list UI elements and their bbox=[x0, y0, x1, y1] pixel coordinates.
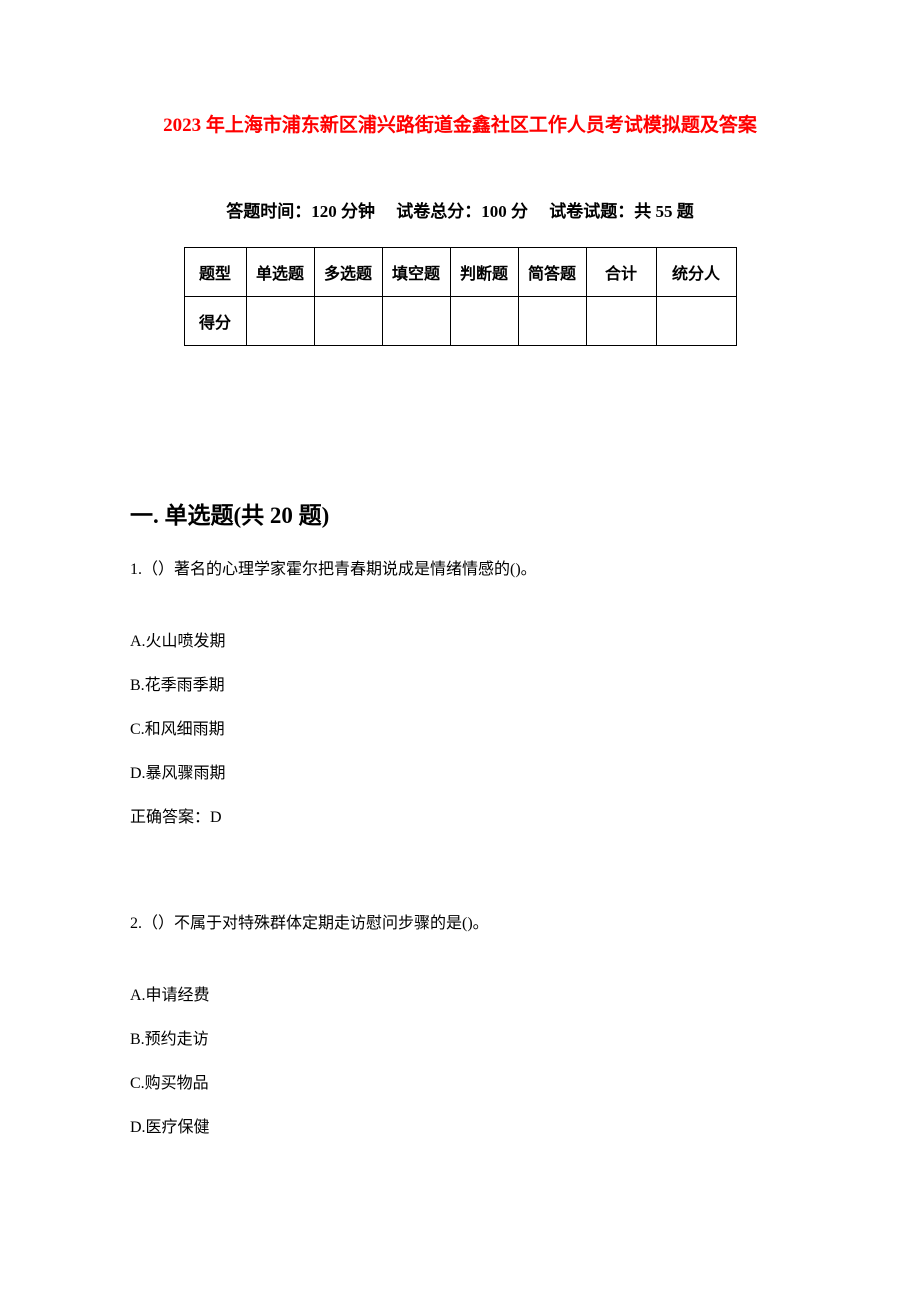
score-total-cell bbox=[586, 297, 656, 346]
document-title: 2023 年上海市浦东新区浦兴路街道金鑫社区工作人员考试模拟题及答案 bbox=[130, 110, 790, 137]
table-header-row: 题型 单选题 多选题 填空题 判断题 简答题 合计 统分人 bbox=[184, 248, 736, 297]
score-judge-cell bbox=[450, 297, 518, 346]
q1-answer: 正确答案：D bbox=[130, 803, 790, 827]
table-score-row: 得分 bbox=[184, 297, 736, 346]
header-type-label: 题型 bbox=[184, 248, 246, 297]
q1-option-b: B.花季雨季期 bbox=[130, 671, 790, 695]
header-judge: 判断题 bbox=[450, 248, 518, 297]
total-label: 试卷总分： bbox=[396, 202, 481, 221]
q1-option-c: C.和风细雨期 bbox=[130, 715, 790, 739]
score-short-cell bbox=[518, 297, 586, 346]
header-fill: 填空题 bbox=[382, 248, 450, 297]
time-label: 答题时间： bbox=[226, 202, 311, 221]
q2-option-d: D.医疗保健 bbox=[130, 1113, 790, 1137]
score-row-label: 得分 bbox=[184, 297, 246, 346]
header-total: 合计 bbox=[586, 248, 656, 297]
q1-option-a: A.火山喷发期 bbox=[130, 627, 790, 651]
score-multi-cell bbox=[314, 297, 382, 346]
score-table: 题型 单选题 多选题 填空题 判断题 简答题 合计 统分人 得分 bbox=[184, 247, 737, 346]
total-value: 100 分 bbox=[481, 202, 528, 221]
count-value: 共 55 题 bbox=[634, 202, 694, 221]
question-1-options: A.火山喷发期 B.花季雨季期 C.和风细雨期 D.暴风骤雨期 bbox=[130, 627, 790, 783]
score-scorer-cell bbox=[656, 297, 736, 346]
header-multi: 多选题 bbox=[314, 248, 382, 297]
header-single: 单选题 bbox=[246, 248, 314, 297]
header-short: 简答题 bbox=[518, 248, 586, 297]
section-single-choice-title: 一. 单选题(共 20 题) bbox=[130, 496, 790, 530]
exam-info-line: 答题时间：120 分钟 试卷总分：100 分 试卷试题：共 55 题 bbox=[130, 197, 790, 222]
count-label: 试卷试题： bbox=[549, 202, 634, 221]
q1-option-d: D.暴风骤雨期 bbox=[130, 759, 790, 783]
time-value: 120 分钟 bbox=[311, 202, 375, 221]
q2-option-a: A.申请经费 bbox=[130, 981, 790, 1005]
q2-option-b: B.预约走访 bbox=[130, 1025, 790, 1049]
score-fill-cell bbox=[382, 297, 450, 346]
header-scorer: 统分人 bbox=[656, 248, 736, 297]
q2-option-c: C.购买物品 bbox=[130, 1069, 790, 1093]
score-single-cell bbox=[246, 297, 314, 346]
question-2-text: 2.（）不属于对特殊群体定期走访慰问步骤的是()。 bbox=[130, 912, 790, 936]
question-2-options: A.申请经费 B.预约走访 C.购买物品 D.医疗保健 bbox=[130, 981, 790, 1137]
question-1-text: 1.（）著名的心理学家霍尔把青春期说成是情绪情感的()。 bbox=[130, 558, 790, 582]
